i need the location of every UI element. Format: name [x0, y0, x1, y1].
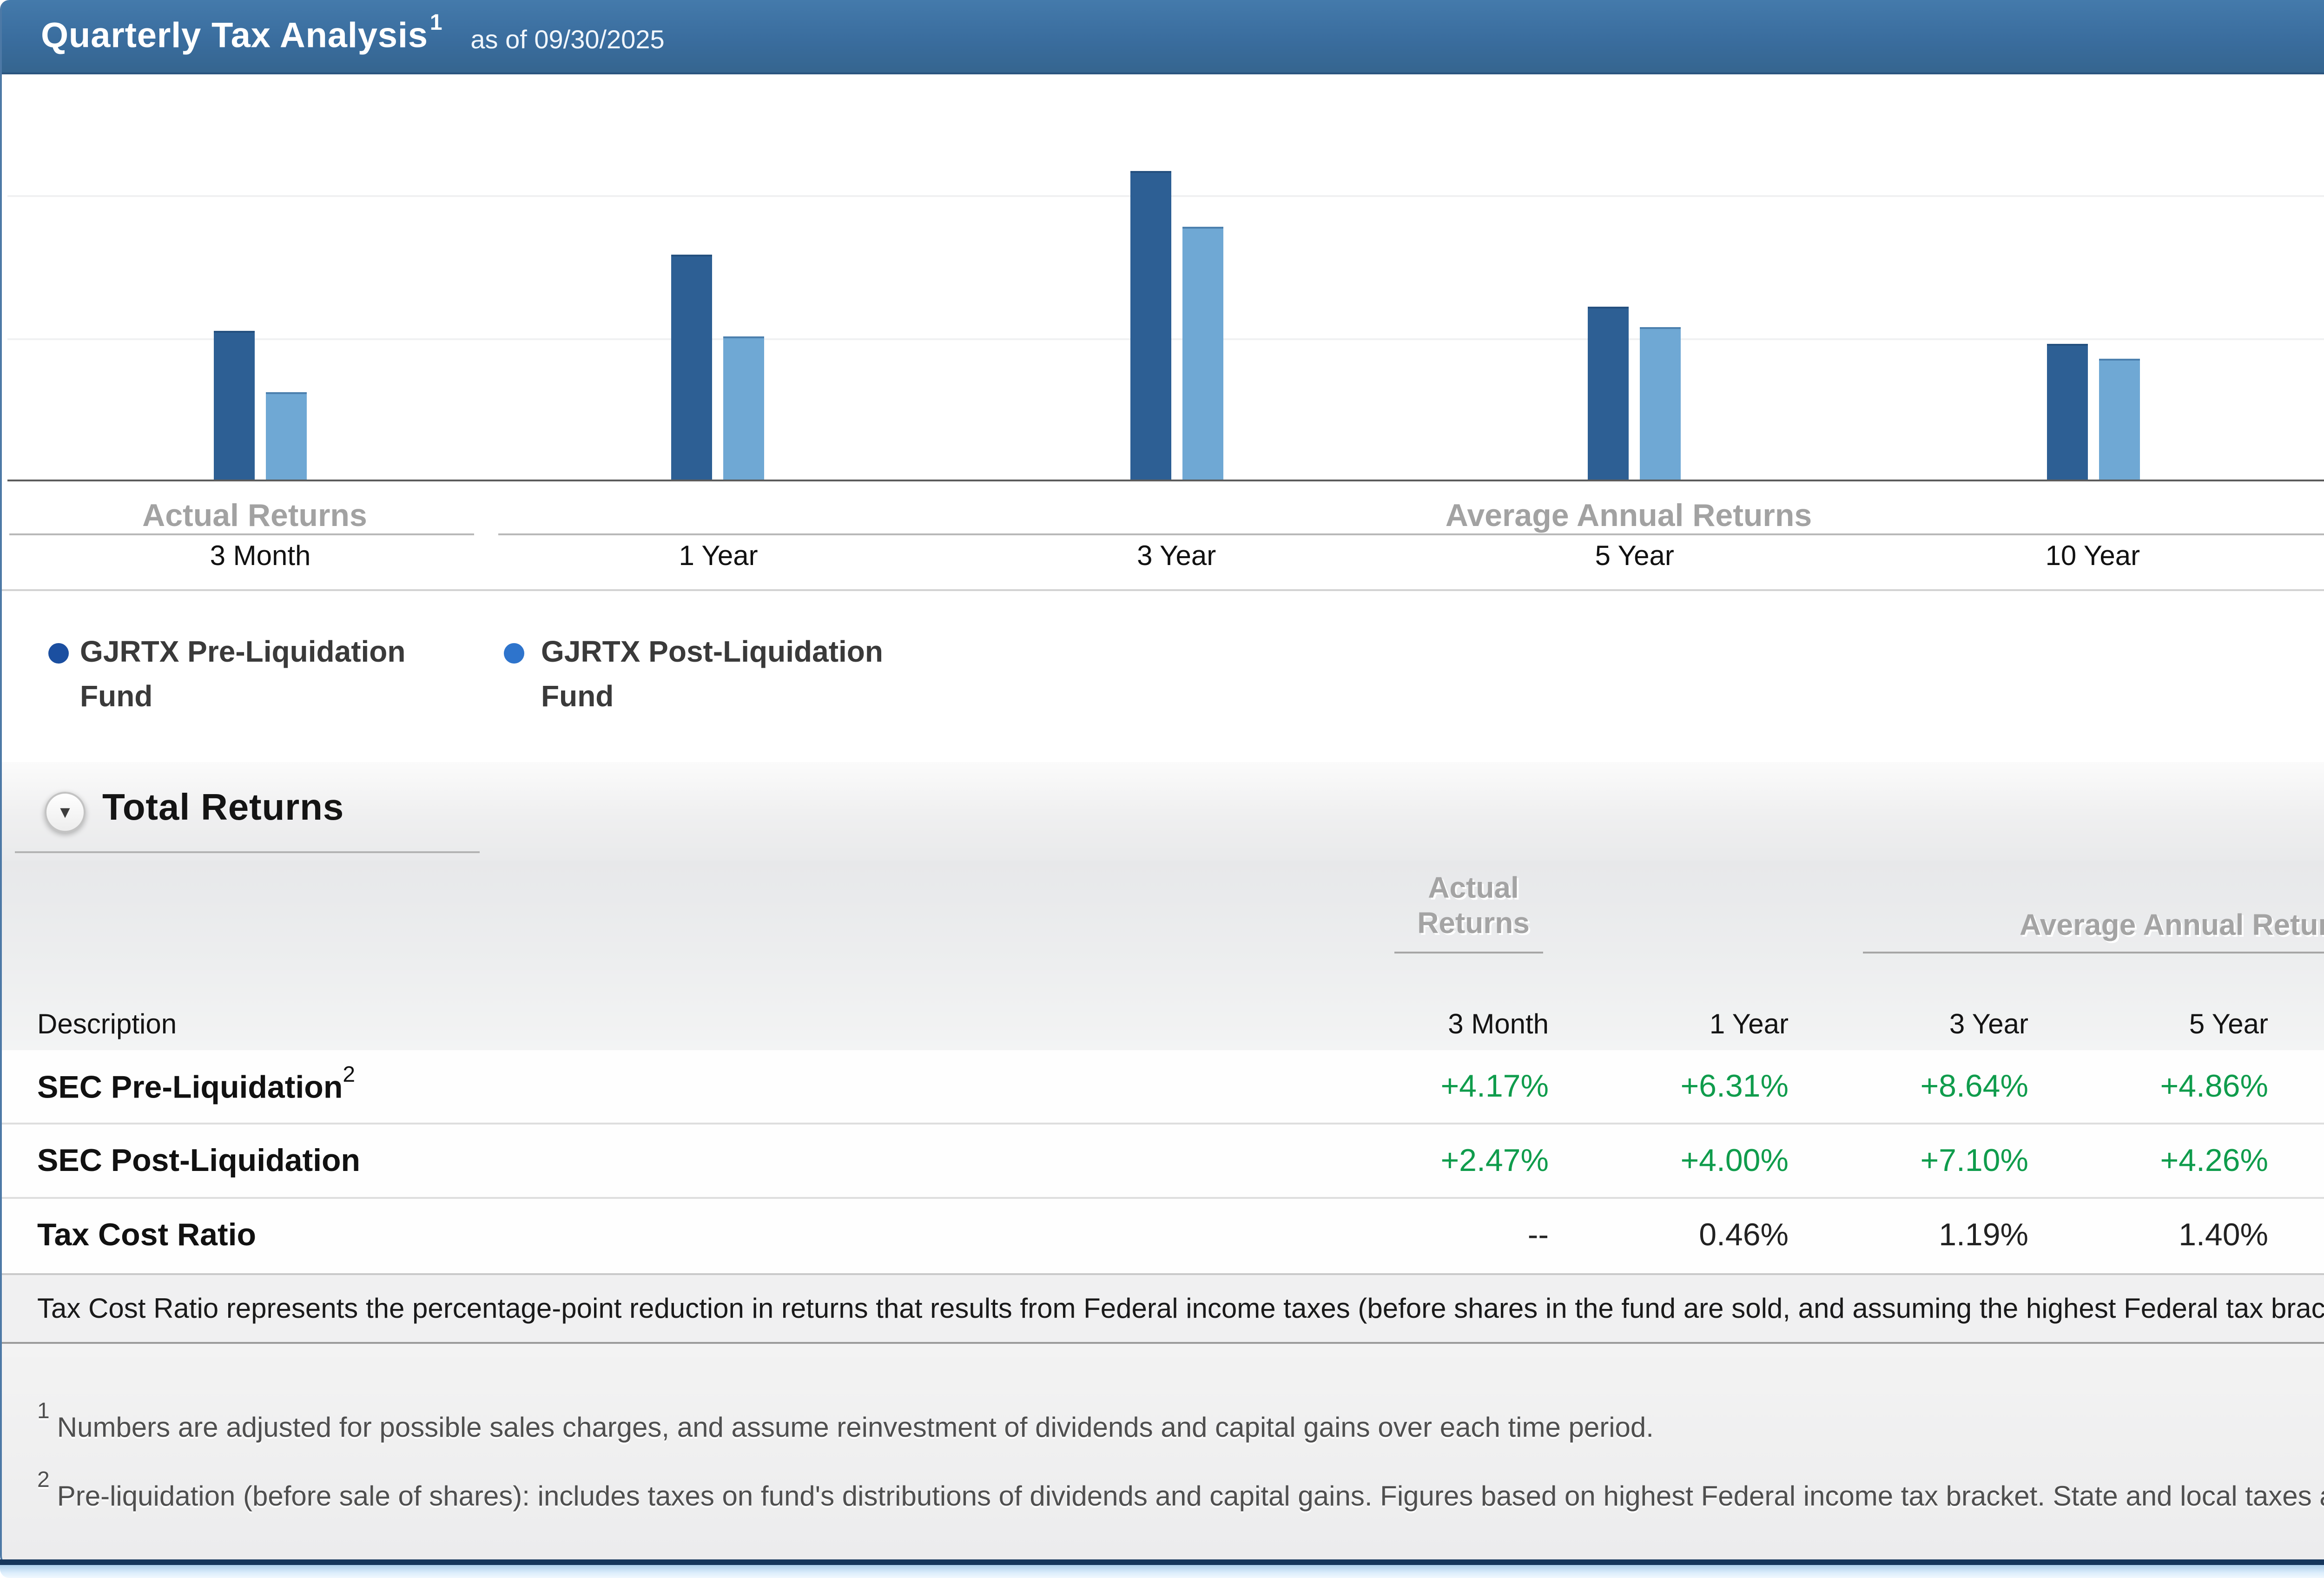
collapse-section-button[interactable]: ▼ [45, 792, 86, 833]
chart-bottom-divider [0, 589, 2324, 591]
x-axis-label-1-year: 1 Year [679, 541, 758, 572]
bar-pre-liquidation-10-year [2046, 344, 2087, 480]
cell-value: +2.47% [1440, 1142, 1549, 1177]
column-header-3-month: 3 Month [1448, 1009, 1549, 1041]
cell-value: +4.86% [2160, 1068, 2268, 1103]
bar-post-liquidation-3-year [1182, 226, 1223, 480]
footnote-1-marker: 1 [37, 1398, 50, 1424]
cell-value: 1.19% [1939, 1217, 2028, 1253]
chart-section-label-actual-returns: Actual Returns [142, 498, 367, 533]
bar-post-liquidation-3-month [266, 391, 307, 480]
row-footnote-marker: 2 [343, 1061, 356, 1088]
footnotes: 1Numbers are adjusted for possible sales… [0, 1344, 2324, 1559]
table-group-label-actual-returns: Actual Returns [1417, 874, 1530, 940]
section-divider-average [498, 533, 2324, 535]
cell-value: 1.16% [2268, 1217, 2324, 1255]
cell-value: +4.00% [1680, 1142, 1789, 1177]
column-header-row: Description 3 Month 1 Year 3 Year 5 Year10 … [0, 1009, 2324, 1041]
chart-plot [0, 74, 2324, 481]
as-of-date: as of 09/30/2025 [470, 23, 665, 53]
tax-cost-ratio-note: Tax Cost Ratio represents the percentage… [0, 1273, 2324, 1344]
table-row-tax-cost-ratio: Tax Cost Ratio--0.46%1.19%1.40%1.16%-- [0, 1199, 2324, 1273]
x-axis-label-10-year: 10 Year [2045, 541, 2140, 572]
cell-value: +8.64% [1920, 1068, 2028, 1103]
row-label: Tax Cost Ratio [37, 1217, 257, 1253]
x-axis-label-3-year: 3 Year [1137, 541, 1216, 572]
legend-dot-pre-liquidation [48, 643, 69, 664]
bar-pre-liquidation-3-year [1130, 171, 1171, 480]
chevron-down-icon: ▼ [57, 802, 73, 821]
column-header-3-year: 3 Year [1949, 1009, 2028, 1041]
bar-post-liquidation-10-year [2098, 359, 2139, 480]
x-axis-label-5-year: 5 Year [1595, 541, 1674, 572]
cell-value: +4.26% [2160, 1142, 2268, 1177]
x-axis-line [7, 480, 2324, 481]
chart-legend: GJRTX Pre-Liquidation Fund GJRTX Post-Liq… [0, 613, 2324, 762]
total-returns-section-header: ▼ Total Returns [0, 762, 2324, 861]
cell-value: +7.10% [1920, 1142, 2028, 1177]
column-header-description: Description [37, 1009, 177, 1041]
cell-value: +6.31% [1680, 1068, 1789, 1103]
bar-post-liquidation-1-year [724, 336, 765, 480]
bar-post-liquidation-5-year [1640, 327, 1681, 480]
legend-label-pre-liquidation: GJRTX Pre-Liquidation Fund [80, 638, 406, 714]
footnote-2-marker: 2 [37, 1466, 50, 1493]
table-group-label-average-annual-returns: Average Annual Returns [2019, 911, 2324, 942]
section-title-underline [15, 851, 480, 853]
table-row-sec-pre-liquidation: SEC Pre-Liquidation2 +4.17% +6.31% +8.64% +4… [0, 1050, 2324, 1124]
section-title: Total Returns [102, 787, 344, 828]
panel-bottom-border [0, 1559, 2324, 1565]
bar-pre-liquidation-3-month [214, 330, 255, 480]
table-header: Actual Returns Average Annual Returns In… [0, 861, 2324, 1050]
bar-pre-liquidation-5-year [1588, 306, 1629, 480]
column-header-1-year: 1 Year [1709, 1009, 1789, 1041]
row-label: SEC Post-Liquidation [37, 1142, 361, 1177]
returns-table-body: SEC Pre-Liquidation2 +4.17% +6.31% +8.64% +4… [0, 1050, 2324, 1273]
panel-header: Quarterly Tax Analysis 1 as of 09/30/2025 [0, 0, 2324, 74]
table-row-sec-post-liquidation: SEC Post-Liquidation +2.47% +4.00% +7.10% +4… [0, 1124, 2324, 1199]
cell-value: 0.46% [1699, 1217, 1789, 1253]
footnote-1: 1Numbers are adjusted for possible sales… [37, 1398, 1654, 1444]
x-axis-label-3-month: 3 Month [210, 541, 311, 572]
cell-value: +3.37% [2268, 1142, 2324, 1179]
row-label: SEC Pre-Liquidation2 [37, 1061, 356, 1106]
panel-bottom-glow [0, 1565, 2324, 1578]
title-footnote-marker: 1 [429, 10, 443, 36]
returns-bar-chart: 8% 4% Actual Returns Average Annual Retu… [0, 74, 2324, 613]
chart-section-label-average-annual-returns: Average Annual Returns [1445, 498, 1812, 533]
cell-value: -- [1527, 1217, 1549, 1253]
panel-title: Quarterly Tax Analysis 1 [41, 10, 443, 57]
column-header-10-year: 10 Year [2268, 1009, 2324, 1041]
table-group-underline-average [1863, 952, 2324, 953]
footnote-2: 2Pre-liquidation (before sale of shares)… [37, 1466, 2324, 1513]
column-header-5-year: 5 Year [2189, 1009, 2268, 1041]
cell-value: 1.40% [2179, 1217, 2268, 1253]
cell-value: +4.17% [1440, 1068, 1549, 1103]
bar-pre-liquidation-1-year [672, 254, 713, 480]
section-divider-actual [9, 533, 474, 535]
cell-value: +3.78% [2268, 1068, 2324, 1105]
legend-dot-post-liquidation [504, 643, 524, 664]
legend-label-post-liquidation: GJRTX Post-Liquidation Fund [541, 638, 883, 714]
table-group-underline-actual [1394, 952, 1543, 953]
